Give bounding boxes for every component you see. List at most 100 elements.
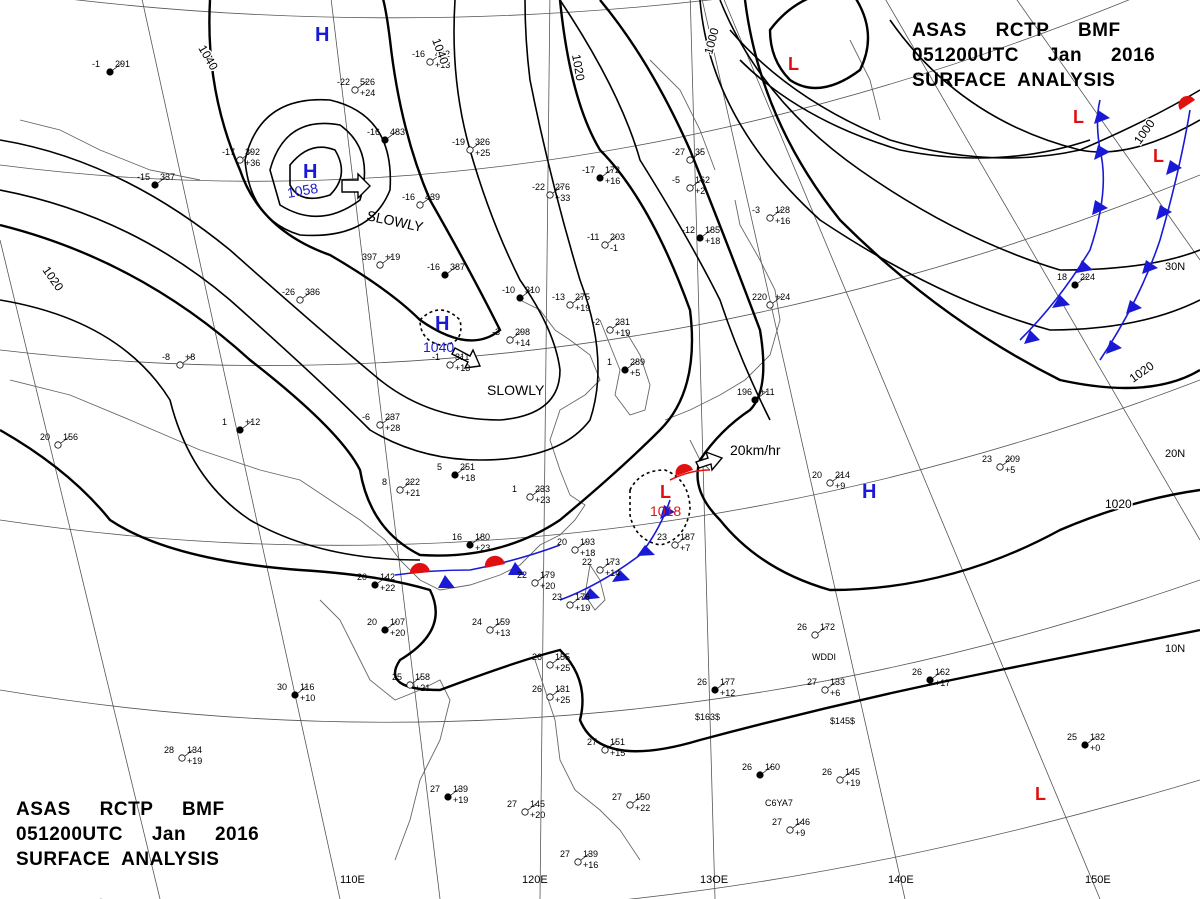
- latitude-line: [0, 579, 1200, 723]
- latitude-line: [100, 779, 1200, 899]
- station-circle: [296, 296, 304, 304]
- station-tendency: +9: [795, 828, 805, 838]
- wind-barb: [242, 420, 253, 429]
- station-pressure: 151: [610, 737, 625, 747]
- station-temperature: 27: [507, 799, 517, 809]
- station-plot: 26 145+19: [822, 767, 860, 788]
- wind-barb: [632, 795, 643, 804]
- cold-front-pip: [1106, 340, 1122, 354]
- station-pressure: 209: [1005, 454, 1020, 464]
- station-pressure: 193: [580, 537, 595, 547]
- station-circle: [466, 146, 474, 154]
- station-circle: [826, 479, 834, 487]
- station-pressure: 276: [555, 182, 570, 192]
- station-plot: -10 310: [502, 285, 540, 302]
- station-temperature: -19: [452, 137, 465, 147]
- wind-barb: [527, 802, 538, 811]
- station-circle: [686, 184, 694, 192]
- wind-barb: [512, 330, 523, 339]
- lon-label: 120E: [522, 874, 548, 886]
- station-temperature: -5: [672, 175, 680, 185]
- wind-barb: [432, 52, 443, 61]
- station-temperature: 26: [532, 652, 542, 662]
- station-circle: [546, 661, 554, 669]
- station-tendency: +25: [555, 695, 570, 705]
- station-pressure: 237: [385, 412, 400, 422]
- station-circle: [756, 771, 764, 779]
- station-pressure: 150: [635, 792, 650, 802]
- station-temperature: 24: [472, 617, 482, 627]
- station-temperature: -3: [492, 327, 500, 337]
- station-circle: [601, 746, 609, 754]
- station-plot: -16 439: [402, 192, 440, 209]
- station-pressure: 139: [583, 849, 598, 859]
- cold-front-pip: [637, 545, 655, 556]
- station-temperature: 26: [697, 677, 707, 687]
- wind-barb: [452, 355, 463, 364]
- station-pressure: +19: [385, 252, 400, 262]
- station-circle: [54, 441, 62, 449]
- high-center-symbol: H: [435, 313, 449, 335]
- wind-barb: [382, 415, 393, 424]
- station-circle: [696, 234, 704, 242]
- lat-label: 10N: [1165, 643, 1185, 655]
- station-temperature: -6: [362, 412, 370, 422]
- station-tendency: +13: [495, 628, 510, 638]
- station-tendency: +20: [540, 581, 555, 591]
- station-circle: [451, 471, 459, 479]
- station-pressure: 291: [115, 59, 130, 69]
- station-pressure: 145: [845, 767, 860, 777]
- station-pressure: +11: [760, 387, 775, 397]
- wind-barb: [184, 748, 195, 757]
- station-plot: 220 +24: [752, 292, 790, 309]
- station-tendency: +19: [187, 756, 202, 766]
- isobar-labels: 1040 1040 1020 1000 1000 1020 1020 1020: [38, 25, 1159, 513]
- station-plot: 26 131+25: [532, 684, 570, 705]
- station-plot: 22 173+14: [582, 557, 620, 578]
- lon-label: 150E: [1085, 874, 1111, 886]
- station-plot: -11 203-1: [587, 232, 625, 253]
- cold-front-pip: [1156, 205, 1172, 220]
- station-pressure: 158: [415, 672, 430, 682]
- station-pressure: 387: [450, 262, 465, 272]
- station-circle: [546, 191, 554, 199]
- station-plot: 25 132+0: [1067, 732, 1105, 753]
- wind-barb: [817, 625, 828, 634]
- station-circle: [574, 858, 582, 866]
- station-circle: [686, 156, 694, 164]
- station-temperature: -16: [412, 49, 425, 59]
- station-circle: [671, 541, 679, 549]
- station-tendency: +19: [453, 795, 468, 805]
- station-plot: 25 158+21: [392, 672, 430, 693]
- station-pressure: 298: [515, 327, 530, 337]
- station-temperature: 1: [512, 484, 517, 494]
- station-temperature: -13: [552, 292, 565, 302]
- station-temperature: 196: [737, 387, 752, 397]
- wind-barb: [572, 295, 583, 304]
- latitude-line: [0, 0, 1130, 182]
- station-circle: [596, 566, 604, 574]
- wind-barb: [537, 573, 548, 582]
- station-plot: 28 134+19: [164, 745, 202, 766]
- station-circle: [811, 631, 819, 639]
- station-plot: 23 176+19: [552, 592, 590, 613]
- station-pressure: 180: [475, 532, 490, 542]
- station-plot: -17 392+36: [222, 147, 260, 168]
- motion-arrow: [695, 450, 724, 472]
- station-tendency: +5: [630, 368, 640, 378]
- longitude-line: [539, 0, 551, 899]
- station-circle: [406, 681, 414, 689]
- cold-front-pip: [1094, 145, 1110, 160]
- station-pressure: 162: [695, 175, 710, 185]
- station-pressure: 131: [555, 684, 570, 694]
- station-plot: 1 289+5: [607, 357, 645, 378]
- station-pressure: 142: [380, 572, 395, 582]
- station-plot: 30 116+10: [277, 682, 315, 703]
- station-pressure: 156: [63, 432, 78, 442]
- isobar: [0, 0, 561, 421]
- wind-barb: [357, 80, 368, 89]
- station-plot: -16 387: [427, 262, 465, 279]
- station-circle: [566, 301, 574, 309]
- station-pressure: 173: [605, 557, 620, 567]
- wind-barb: [612, 320, 623, 329]
